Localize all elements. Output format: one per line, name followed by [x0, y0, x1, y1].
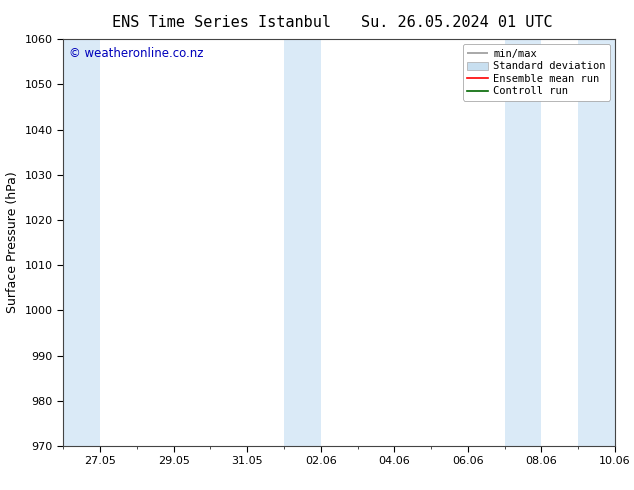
Y-axis label: Surface Pressure (hPa): Surface Pressure (hPa) [6, 172, 19, 314]
Text: © weatheronline.co.nz: © weatheronline.co.nz [69, 48, 204, 60]
Text: ENS Time Series Istanbul: ENS Time Series Istanbul [112, 15, 332, 30]
Legend: min/max, Standard deviation, Ensemble mean run, Controll run: min/max, Standard deviation, Ensemble me… [463, 45, 610, 100]
Bar [284, 39, 321, 446]
Bar [578, 39, 615, 446]
Bar [505, 39, 541, 446]
Text: Su. 26.05.2024 01 UTC: Su. 26.05.2024 01 UTC [361, 15, 552, 30]
Bar [63, 39, 100, 446]
